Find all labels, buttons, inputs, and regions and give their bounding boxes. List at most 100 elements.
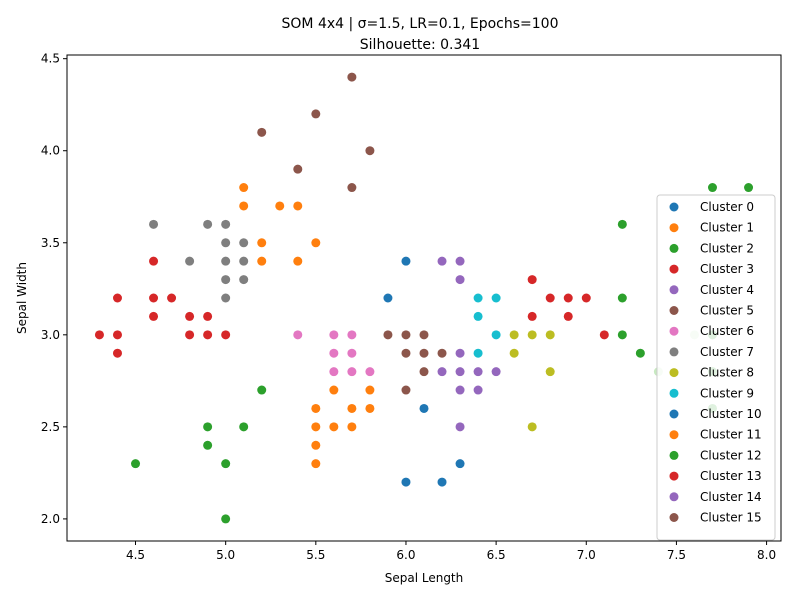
legend-marker-11 <box>669 430 679 440</box>
point-cluster-11-7 <box>347 422 357 432</box>
chart-subtitle: Silhouette: 0.341 <box>360 37 480 53</box>
y-axis-label: Sepal Width <box>15 262 29 334</box>
point-cluster-14-7 <box>455 422 465 432</box>
point-cluster-13-0 <box>527 275 537 285</box>
point-cluster-11-9 <box>311 459 321 469</box>
point-cluster-14-5 <box>455 385 465 395</box>
legend-label-6: Cluster 6 <box>700 324 754 338</box>
point-cluster-9-4 <box>473 348 483 358</box>
legend-marker-9 <box>669 388 679 398</box>
point-cluster-5-4 <box>293 164 303 174</box>
point-cluster-9-0 <box>473 293 483 303</box>
legend-label-8: Cluster 8 <box>700 366 754 380</box>
point-cluster-5-0 <box>347 72 357 82</box>
point-cluster-12-5 <box>221 459 231 469</box>
point-cluster-6-2 <box>347 330 357 340</box>
point-cluster-3-5 <box>185 311 195 321</box>
point-cluster-6-1 <box>329 330 339 340</box>
point-cluster-5-2 <box>257 127 267 137</box>
point-cluster-15-7 <box>401 385 411 395</box>
chart-title: SOM 4x4 | σ=1.5, LR=0.1, Epochs=100 <box>282 16 559 32</box>
legend-label-15: Cluster 15 <box>700 511 762 525</box>
point-cluster-9-1 <box>491 293 501 303</box>
point-cluster-2-2 <box>617 219 627 229</box>
x-tick-label-0: 4.5 <box>126 548 145 562</box>
legend-label-12: Cluster 12 <box>700 448 762 462</box>
point-cluster-14-3 <box>473 367 483 377</box>
point-cluster-12-2 <box>239 422 249 432</box>
point-cluster-8-1 <box>527 330 537 340</box>
ticks-layer: 4.5 5.0 5.5 6.0 6.5 7.0 7.5 8.0 2.0 2.5 3.0 3.5 4.0 4… <box>41 52 776 562</box>
point-cluster-1-5 <box>311 238 321 248</box>
point-cluster-14-4 <box>491 367 501 377</box>
point-cluster-11-6 <box>329 422 339 432</box>
point-cluster-5-3 <box>365 146 375 156</box>
point-cluster-13-4 <box>581 293 591 303</box>
point-cluster-7-0 <box>149 219 159 229</box>
point-cluster-11-1 <box>365 385 375 395</box>
legend-marker-5 <box>669 306 679 315</box>
point-cluster-0-3 <box>401 477 411 487</box>
legend-marker-3 <box>669 264 679 274</box>
point-cluster-7-6 <box>221 256 231 266</box>
legend-label-10: Cluster 10 <box>700 407 762 421</box>
point-cluster-13-3 <box>563 293 573 303</box>
point-cluster-6-7 <box>365 367 375 377</box>
point-cluster-7-1 <box>203 219 213 229</box>
point-cluster-4-2 <box>455 275 465 285</box>
x-tick-label-3: 6.0 <box>396 548 415 562</box>
point-cluster-12-4 <box>131 459 141 469</box>
point-cluster-4-0 <box>437 256 447 266</box>
point-cluster-1-0 <box>239 183 249 193</box>
x-tick-label-4: 6.5 <box>487 548 506 562</box>
point-cluster-3-2 <box>149 293 159 303</box>
legend: Cluster 0 Cluster 1 Cluster 2 Cluster 3 Clus… <box>656 194 776 541</box>
point-cluster-15-4 <box>419 348 429 358</box>
point-cluster-5-5 <box>347 183 357 193</box>
point-cluster-8-4 <box>545 367 555 377</box>
legend-label-13: Cluster 13 <box>700 469 762 483</box>
point-cluster-12-1 <box>203 422 213 432</box>
legend-label-0: Cluster 0 <box>700 200 754 214</box>
y-tick-label-5: 4.5 <box>41 52 60 66</box>
point-cluster-1-6 <box>257 256 267 266</box>
point-cluster-14-6 <box>473 385 483 395</box>
legend-marker-0 <box>669 202 679 212</box>
point-cluster-1-2 <box>275 201 285 211</box>
point-cluster-0-4 <box>437 477 447 487</box>
point-cluster-14-1 <box>437 367 447 377</box>
point-cluster-11-4 <box>365 403 375 413</box>
legend-marker-10 <box>669 409 679 419</box>
legend-label-3: Cluster 3 <box>700 262 754 276</box>
y-tick-label-3: 3.5 <box>41 236 60 250</box>
plot-frame <box>66 54 782 542</box>
point-cluster-2-4 <box>617 330 627 340</box>
point-cluster-11-2 <box>311 403 321 413</box>
point-cluster-9-2 <box>473 311 483 321</box>
legend-marker-1 <box>669 223 679 233</box>
point-cluster-4-1 <box>455 256 465 266</box>
point-cluster-1-1 <box>239 201 249 211</box>
y-tick-label-4: 4.0 <box>41 144 60 158</box>
legend-marker-14 <box>669 492 679 502</box>
point-cluster-7-8 <box>221 275 231 285</box>
point-cluster-0-5 <box>455 459 465 469</box>
point-cluster-2-3 <box>617 293 627 303</box>
legend-marker-15 <box>669 513 679 522</box>
legend-marker-12 <box>669 450 679 460</box>
point-cluster-6-4 <box>347 348 357 358</box>
point-cluster-3-3 <box>167 293 177 303</box>
point-cluster-3-10 <box>203 330 213 340</box>
point-cluster-13-5 <box>563 311 573 321</box>
point-cluster-2-1 <box>744 183 754 193</box>
y-tick-label-2: 3.0 <box>41 328 60 342</box>
point-cluster-13-2 <box>545 293 555 303</box>
point-cluster-11-0 <box>329 385 339 395</box>
point-cluster-5-1 <box>311 109 321 119</box>
point-cluster-3-0 <box>149 256 159 266</box>
point-cluster-7-2 <box>221 219 231 229</box>
legend-marker-8 <box>669 368 679 378</box>
legend-marker-7 <box>669 347 679 357</box>
point-cluster-3-9 <box>185 330 195 340</box>
point-cluster-15-6 <box>419 367 429 377</box>
